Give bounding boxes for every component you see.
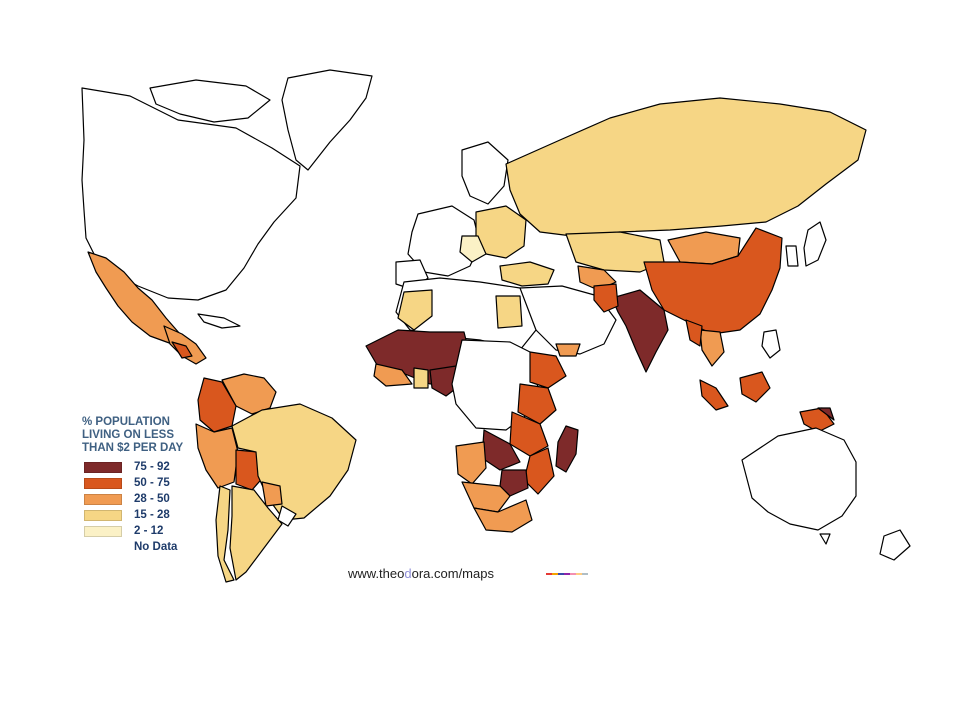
region-yemen	[555, 343, 581, 357]
region-colombia	[197, 377, 237, 433]
region-australia	[741, 427, 857, 531]
legend-swatch	[84, 525, 122, 537]
region-japan	[803, 221, 827, 267]
region-russia	[505, 97, 867, 237]
source-url-suffix: ora.com/maps	[411, 566, 494, 581]
region-angola	[455, 441, 487, 485]
legend-item: 50 - 75	[82, 475, 232, 491]
legend-label: 15 - 28	[134, 509, 170, 521]
region-scandinavia	[461, 141, 509, 205]
legend-swatch	[84, 509, 122, 521]
region-papua-east	[817, 407, 835, 421]
region-west-africa-coast	[373, 363, 413, 387]
region-central-america	[163, 325, 207, 365]
region-india	[611, 289, 669, 373]
legend-rows: 75 - 92 50 - 75 28 - 50 15 - 28 2 - 12 N…	[82, 459, 232, 555]
legend-title-line3: THAN $2 PER DAY	[82, 442, 184, 454]
legend-swatch	[84, 542, 122, 553]
region-ghana	[413, 367, 429, 389]
colorbar-segment	[576, 573, 582, 575]
region-namibia-botswana	[461, 481, 511, 513]
colorbar-segment	[582, 573, 588, 575]
legend-label: 75 - 92	[134, 461, 170, 473]
region-korea	[785, 245, 799, 267]
region-central-america-high	[171, 341, 193, 359]
region-chile	[215, 485, 235, 583]
region-egypt	[495, 295, 523, 329]
region-brazil	[231, 403, 357, 521]
legend-item: 15 - 28	[82, 507, 232, 523]
colorbar-segment	[558, 573, 564, 575]
region-indonesia-sumatra	[699, 379, 729, 411]
colorbar-segment	[564, 573, 570, 575]
region-tanzania	[509, 411, 549, 457]
legend-item: 75 - 92	[82, 459, 232, 475]
legend-swatch	[84, 477, 122, 489]
region-new-zealand	[879, 529, 911, 561]
legend-label: 2 - 12	[134, 525, 164, 537]
region-north-america	[81, 87, 301, 301]
map-legend: % POPULATION LIVING ON LESS THAN $2 PER …	[82, 416, 232, 555]
region-peru	[195, 423, 239, 489]
source-url: www.theodora.com/maps	[348, 566, 494, 581]
colorbar-segment	[546, 573, 552, 575]
region-indonesia-borneo	[739, 371, 771, 403]
region-paraguay	[261, 481, 283, 507]
legend-item: 2 - 12	[82, 523, 232, 539]
region-myanmar	[685, 319, 703, 347]
region-southeast-asia	[699, 329, 725, 367]
region-argentina	[229, 485, 283, 581]
source-colorbar	[546, 573, 588, 575]
legend-label: 28 - 50	[134, 493, 170, 505]
region-turkey	[499, 261, 555, 287]
source-url-prefix: www.theo	[348, 566, 405, 581]
region-arctic-islands	[149, 79, 271, 123]
region-balkans	[459, 235, 487, 263]
region-ethiopia	[529, 351, 567, 389]
legend-swatch	[84, 493, 122, 505]
legend-swatch	[84, 461, 122, 473]
region-western-europe	[407, 205, 481, 277]
colorbar-segment	[552, 573, 558, 575]
colorbar-segment	[570, 573, 576, 575]
region-greenland	[281, 69, 373, 171]
region-china	[643, 227, 783, 335]
region-kenya	[517, 383, 557, 425]
legend-item: No Data	[82, 539, 232, 555]
legend-item: 28 - 50	[82, 491, 232, 507]
region-zimbabwe	[499, 469, 529, 497]
legend-title: % POPULATION LIVING ON LESS THAN $2 PER …	[82, 416, 232, 455]
source-url-accent: d	[404, 566, 412, 581]
region-pakistan	[593, 283, 619, 313]
legend-label: No Data	[134, 541, 178, 553]
region-philippines	[761, 329, 781, 359]
region-tasmania	[819, 533, 831, 545]
legend-title-line1: % POPULATION	[82, 416, 170, 428]
legend-label: 50 - 75	[134, 477, 170, 489]
region-uruguay	[277, 505, 297, 527]
region-south-africa	[473, 499, 533, 533]
legend-title-line2: LIVING ON LESS	[82, 429, 175, 441]
region-madagascar	[555, 425, 579, 473]
region-caribbean	[197, 313, 241, 329]
region-morocco	[397, 289, 433, 331]
